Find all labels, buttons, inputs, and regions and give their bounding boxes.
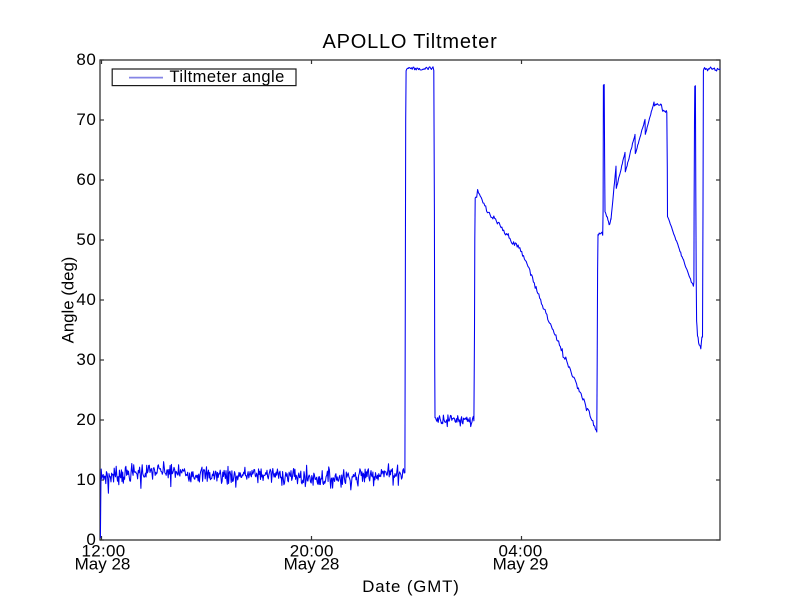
svg-text:May 28: May 28 (75, 555, 131, 574)
svg-text:60: 60 (76, 170, 96, 189)
svg-text:50: 50 (76, 230, 96, 249)
svg-text:70: 70 (76, 110, 96, 129)
svg-text:04:00: 04:00 (498, 542, 542, 561)
svg-text:Angle (deg): Angle (deg) (59, 257, 78, 344)
svg-text:12:00: 12:00 (81, 542, 125, 561)
svg-text:10: 10 (76, 470, 96, 489)
svg-text:0: 0 (86, 530, 96, 549)
svg-text:May 28: May 28 (284, 555, 340, 574)
svg-text:20:00: 20:00 (290, 542, 334, 561)
svg-text:40: 40 (76, 290, 96, 309)
svg-text:APOLLO Tiltmeter: APOLLO Tiltmeter (322, 31, 497, 53)
svg-text:20: 20 (76, 410, 96, 429)
svg-text:80: 80 (76, 50, 96, 69)
svg-text:Tiltmeter angle: Tiltmeter angle (170, 68, 285, 86)
svg-text:May 29: May 29 (493, 555, 549, 574)
svg-text:30: 30 (76, 350, 96, 369)
svg-text:Date (GMT): Date (GMT) (362, 577, 460, 596)
